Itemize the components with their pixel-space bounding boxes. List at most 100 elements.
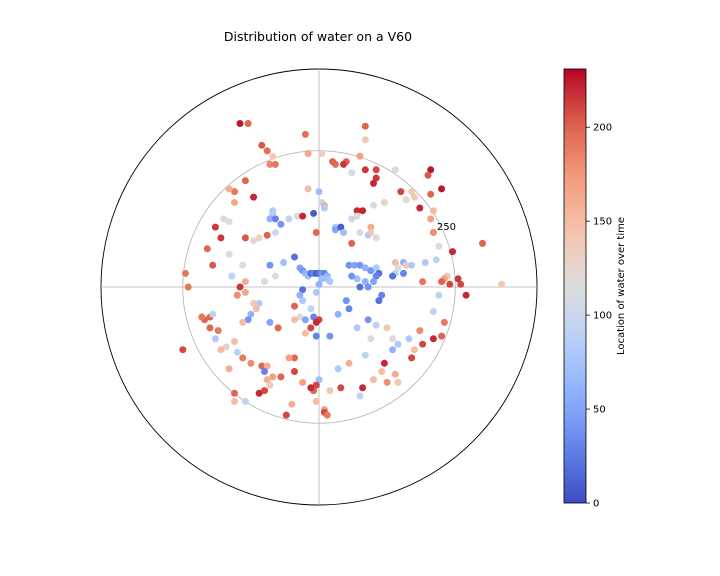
scatter-point [280, 259, 288, 266]
scatter-point [198, 313, 206, 321]
scatter-point [429, 308, 437, 315]
scatter-point [391, 259, 399, 266]
scatter-point [462, 291, 470, 299]
scatter-point [271, 160, 279, 168]
scatter-point [304, 185, 312, 193]
scatter-point [312, 229, 320, 236]
scatter-point [429, 207, 437, 215]
scatter-point [370, 201, 377, 209]
scatter-point [454, 275, 462, 283]
grid-circle-r-250 [182, 150, 456, 424]
scatter-point [239, 354, 247, 362]
scatter-point [410, 346, 418, 354]
scatter-point [402, 261, 410, 269]
scatter-point [367, 229, 375, 236]
scatter-point [261, 387, 268, 395]
scatter-point [446, 280, 454, 288]
scatter-point [241, 278, 249, 286]
scatter-point [435, 242, 443, 250]
scatter-point [323, 411, 331, 419]
scatter-point [231, 397, 238, 405]
scatter-point [372, 234, 380, 242]
scatter-point [307, 305, 315, 313]
scatter-point [211, 335, 219, 343]
scatter-point [315, 188, 323, 196]
scatter-point [250, 237, 258, 245]
scatter-point [299, 378, 307, 386]
scatter-point [220, 215, 228, 223]
scatter-point [261, 278, 268, 286]
scatter-point [266, 318, 274, 326]
radial-tick-label: 250 [437, 222, 456, 233]
scatter-point [291, 368, 298, 375]
scatter-point [479, 239, 486, 247]
scatter-point [356, 152, 364, 160]
scatter-point [364, 316, 372, 324]
scatter-point [457, 280, 465, 288]
scatter-point [304, 150, 312, 157]
scatter-point [225, 185, 233, 193]
scatter-point [438, 185, 446, 193]
scatter-point [293, 212, 301, 220]
scatter-point [296, 313, 304, 321]
scatter-point [345, 261, 353, 269]
scatter-point [312, 288, 320, 296]
scatter-point [233, 291, 241, 299]
scatter-point [350, 261, 358, 269]
scatter-point [269, 373, 277, 381]
scatter-point [291, 253, 298, 261]
scatter-point [367, 223, 375, 231]
scatter-point [364, 283, 372, 291]
scatter-point [416, 204, 424, 212]
scatter-point [361, 278, 369, 286]
scatter-point [209, 310, 217, 318]
scatter-point [348, 215, 356, 223]
scatter-point [429, 229, 437, 236]
scatter-point [329, 158, 337, 166]
scatter-point [367, 335, 375, 343]
scatter-point [370, 278, 377, 286]
scatter-point [315, 280, 323, 288]
scatter-point [348, 169, 356, 177]
scatter-point [370, 179, 377, 187]
scatter-point [326, 278, 334, 286]
scatter-point [345, 305, 353, 313]
scatter-point [231, 389, 238, 397]
scatter-point [353, 275, 361, 283]
scatter-point [312, 381, 320, 389]
scatter-point [299, 212, 307, 220]
scatter-point [225, 250, 233, 258]
scatter-point [389, 335, 397, 343]
scatter-point [285, 215, 293, 223]
scatter-point [397, 188, 405, 196]
scatter-point [239, 261, 247, 269]
scatter-point [266, 160, 274, 168]
scatter-point [255, 299, 263, 307]
scatter-point [266, 381, 274, 389]
scatter-point [331, 226, 339, 234]
scatter-point [263, 376, 271, 384]
scatter-point [378, 291, 386, 299]
scatter-point [225, 218, 233, 226]
scatter-point [389, 272, 397, 280]
colorbar-gradient [563, 68, 587, 504]
scatter-point [356, 229, 364, 236]
scatter-point [394, 340, 402, 348]
scatter-point [182, 269, 189, 277]
scatter-point [356, 392, 364, 400]
scatter-point [228, 272, 236, 280]
scatter-point [391, 166, 399, 174]
scatter-point [236, 283, 244, 291]
scatter-point [244, 316, 252, 324]
scatter-point [233, 348, 241, 356]
scatter-point [318, 150, 326, 157]
polar-plot-area: 250 [100, 68, 538, 506]
scatter-point [340, 229, 347, 236]
scatter-point [225, 365, 233, 373]
scatter-point [353, 212, 361, 220]
scatter-point [318, 275, 326, 283]
scatter-point [214, 327, 222, 335]
scatter-point [326, 387, 334, 395]
scatter-point [258, 141, 266, 149]
scatter-point [438, 278, 446, 286]
